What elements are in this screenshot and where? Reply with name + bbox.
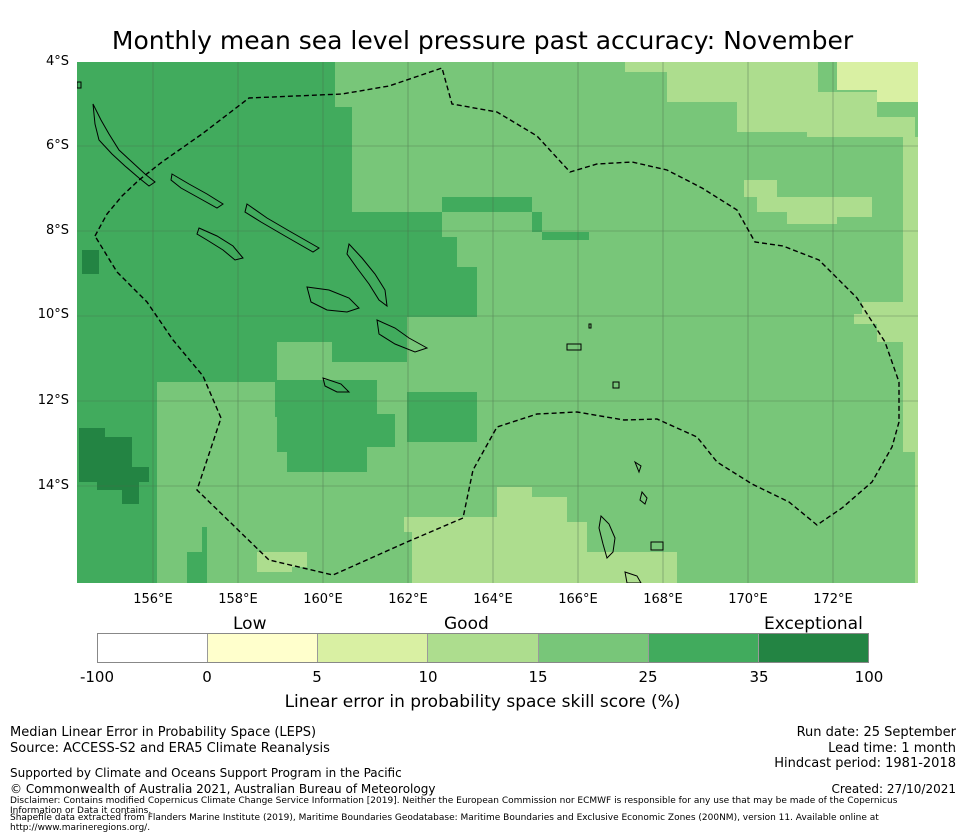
run-date: Run date: 25 September [796,725,956,740]
colorbar-swatch [758,634,868,662]
lon-label-162e: 162°E [388,592,428,607]
hindcast-period: Hindcast period: 1981-2018 [774,756,956,771]
skill-score-map [77,62,918,583]
category-exceptional: Exceptional [764,614,863,634]
colorbar [97,633,869,663]
lon-label-156e: 156°E [133,592,173,607]
skill-region-very-high [79,428,149,504]
colorbar-swatch [648,634,759,662]
skill-region-moderate-center [367,472,407,517]
shapefile-line-2: http://www.marineregions.org/. [10,823,151,833]
skill-region-moderate-southwest [157,417,277,583]
source-text: Source: ACCESS-S2 and ERA5 Climate Reana… [10,741,330,756]
skill-region-good-northeast [744,180,872,224]
coastlines [77,81,664,583]
skill-region-very-high-small [82,250,99,274]
lon-label-172e: 172°E [813,592,853,607]
lat-label-14s: 14°S [37,478,69,493]
colorbar-tick: 25 [638,668,658,686]
lead-time: Lead time: 1 month [828,741,956,756]
skill-region-high-south [407,392,477,442]
disclaimer-line-2: Information or Data it contains. [10,806,152,816]
lat-label-6s: 6°S [45,138,69,153]
colorbar-swatch [98,634,209,662]
colorbar-swatch [538,634,649,662]
colorbar-label: Linear error in probability space skill … [284,692,681,712]
copyright-text: © Commonwealth of Australia 2021, Austra… [10,782,436,796]
lon-label-166e: 166°E [558,592,598,607]
skill-region-good-southwest [257,552,307,572]
lat-label-12s: 12°S [37,393,69,408]
graticule [77,62,918,583]
disclaimer-line-1: Disclaimer: Contains modified Copernicus… [10,796,898,806]
skill-region-fair-northeast [837,62,918,102]
colorbar-swatch [318,634,429,662]
lat-label-8s: 8°S [45,223,69,238]
lon-label-160e: 160°E [303,592,343,607]
lon-label-170e: 170°E [728,592,768,607]
lat-label-10s: 10°S [37,307,69,322]
lon-label-158e: 158°E [218,592,258,607]
colorbar-tick: -100 [79,668,115,686]
colorbar-swatch [208,634,319,662]
colorbar-swatch [428,634,539,662]
category-good: Good [444,614,489,634]
colorbar-tick: 0 [202,668,212,686]
skill-region-good-east [854,302,913,342]
skill-region-good-south [404,487,677,583]
colorbar-tick: 5 [312,668,322,686]
colorbar-tick: 35 [749,668,769,686]
lat-label-4s: 4°S [45,54,69,69]
shapefile-line-1: Shapefile data extracted from Flanders M… [10,813,879,823]
colorbar-tick: 100 [854,668,884,686]
lon-label-168e: 168°E [643,592,683,607]
colorbar-tick: 10 [418,668,438,686]
lon-label-164e: 164°E [473,592,513,607]
method-text: Median Linear Error in Probability Space… [10,725,317,740]
skill-region-high-east [442,197,589,240]
colorbar-tick: 15 [528,668,548,686]
chart-title: Monthly mean sea level pressure past acc… [111,26,854,55]
created-date: Created: 27/10/2021 [831,782,956,796]
skill-region-high-central [275,380,395,472]
support-text: Supported by Climate and Oceans Support … [10,766,402,780]
category-low: Low [233,614,267,634]
eez-boundary [94,67,900,576]
